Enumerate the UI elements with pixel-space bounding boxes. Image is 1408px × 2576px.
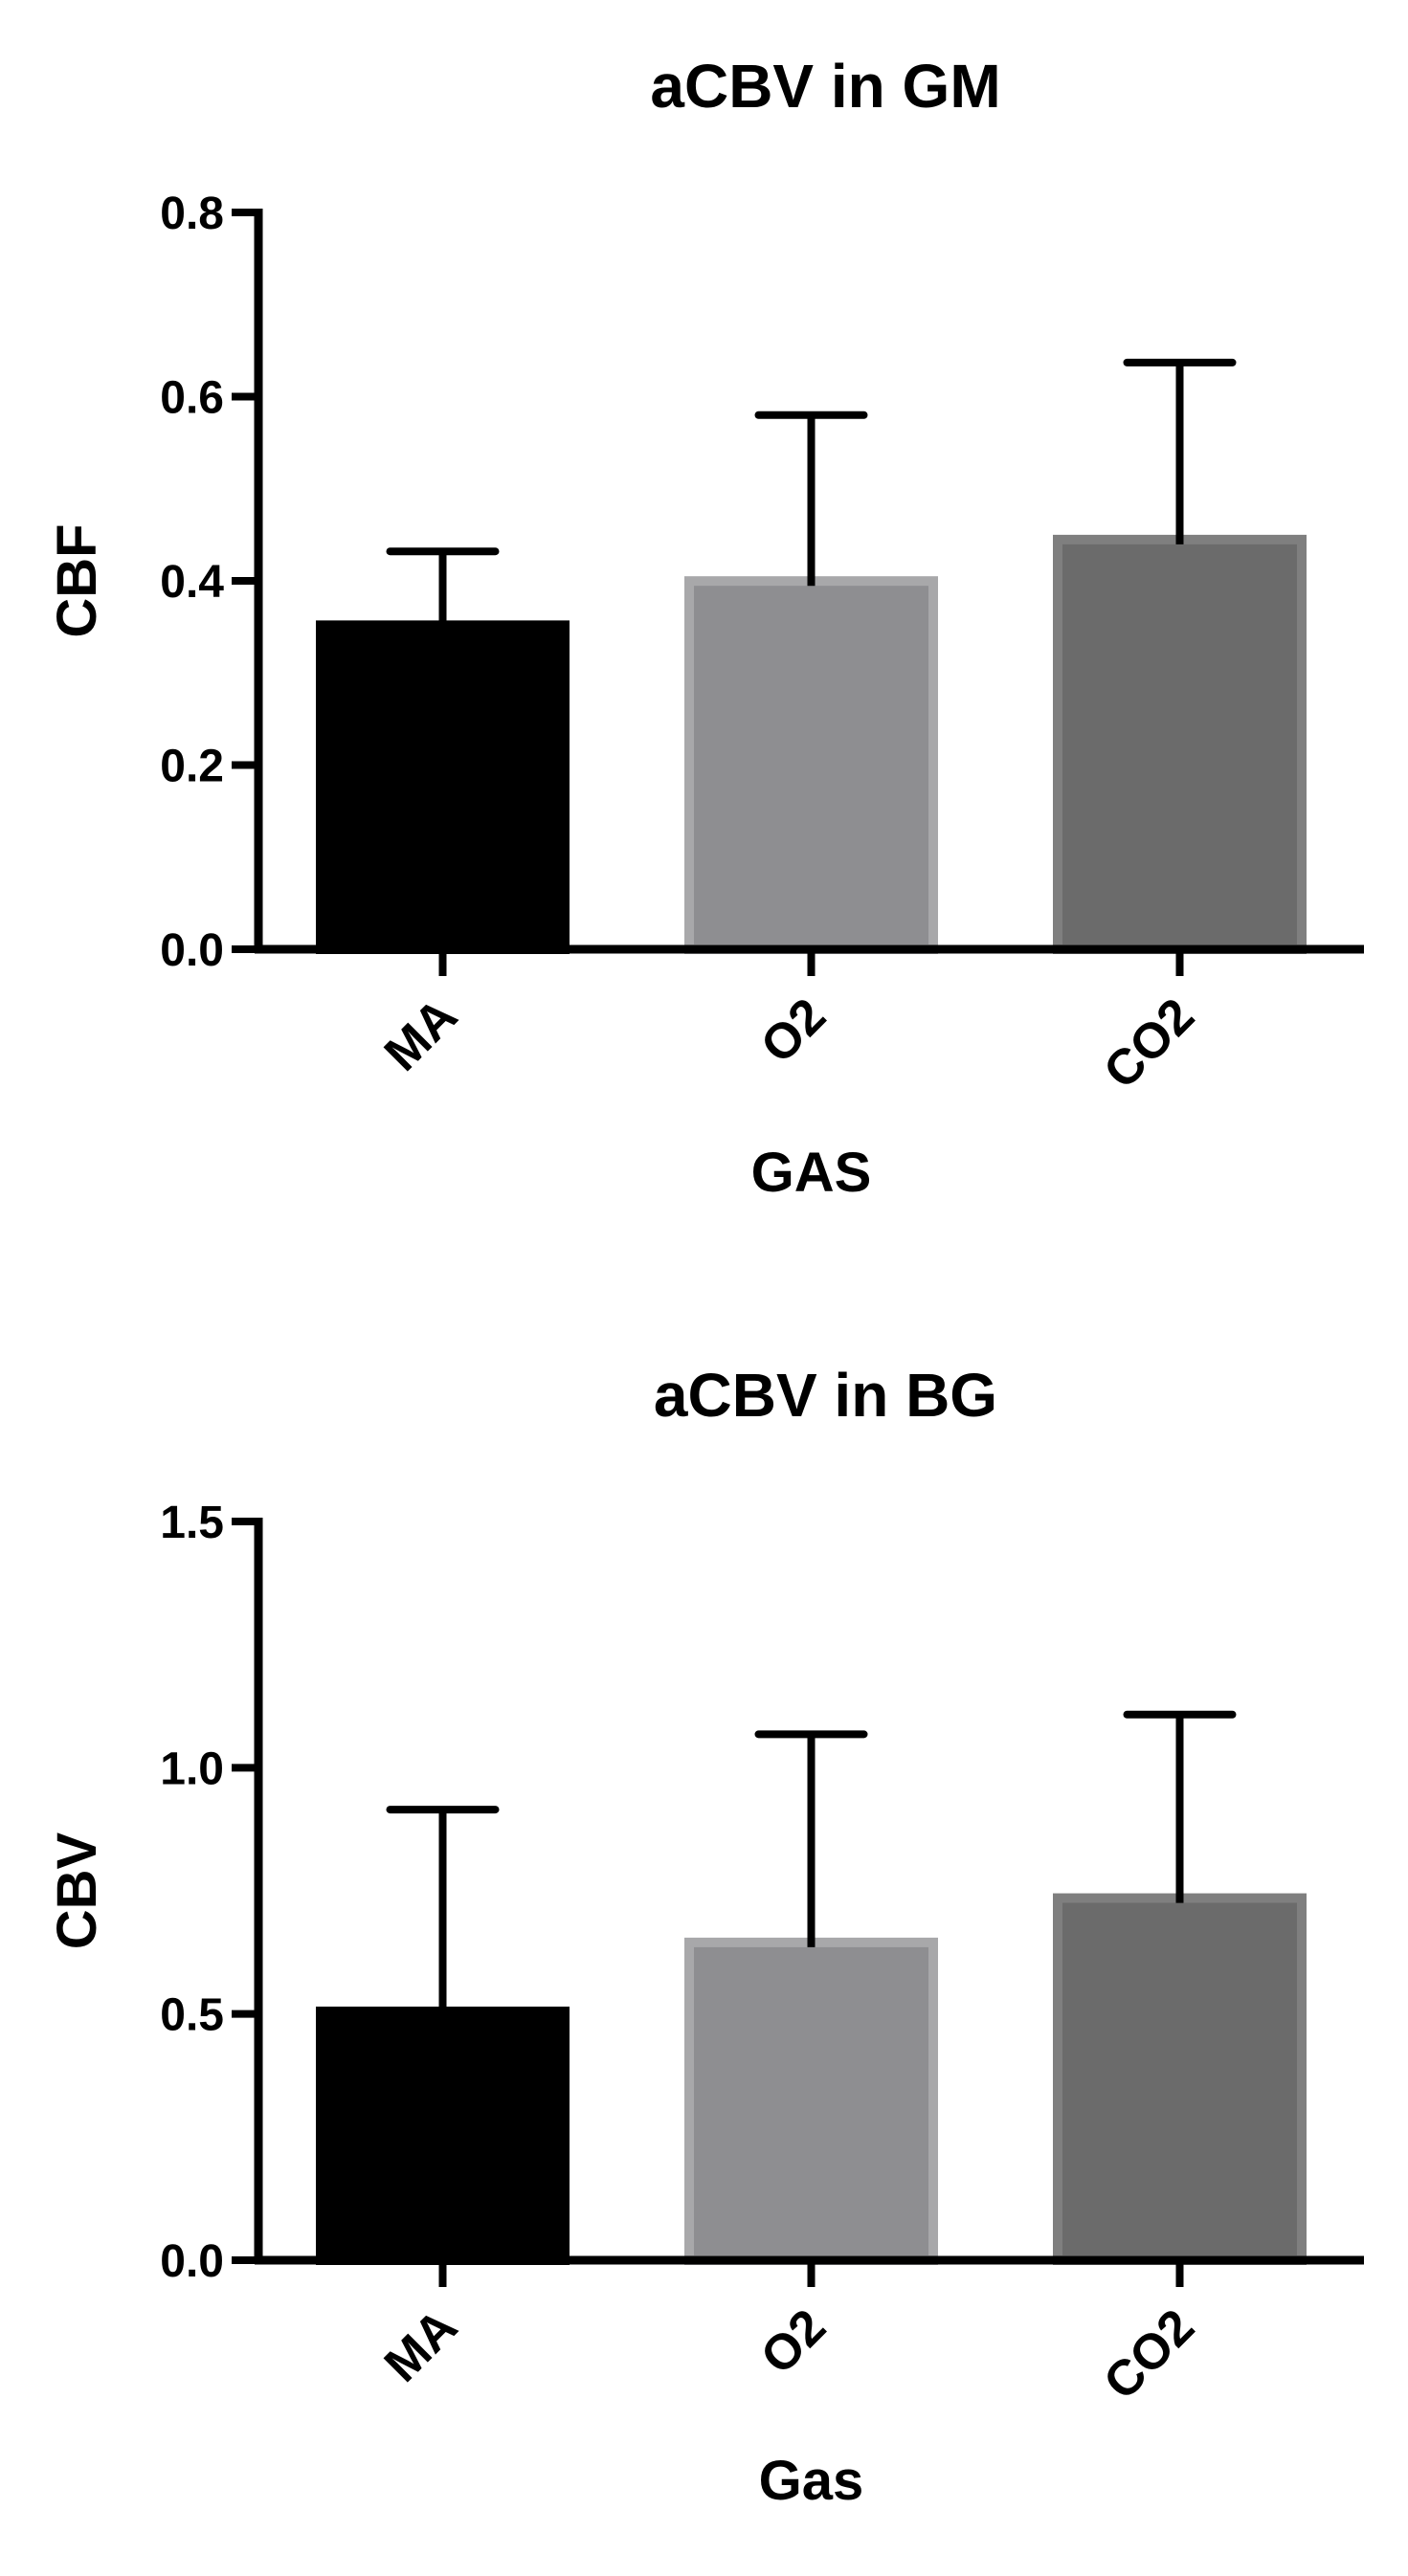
bar-ma [316,620,570,954]
y-tick-label: 0.0 [160,2236,224,2287]
bar-co2 [1053,534,1307,954]
y-axis-label: CBV [46,1832,108,1949]
bar-o2 [684,576,938,954]
bar-o2 [684,1937,938,2265]
y-tick-label: 0.4 [160,557,224,608]
x-category-label: MA [374,988,468,1081]
y-tick-label: 1.5 [160,1498,224,1548]
chart-1: aCBV in GM 0.0 0.2 0.4 0.6 0.8 MA O2 CO2 GAS CBF [46,52,1364,1204]
x-category-label: CO2 [1093,2298,1205,2410]
x-category-label: CO2 [1093,988,1205,1099]
y-tick-label: 0.5 [160,1990,224,2041]
x-category-label: O2 [750,2298,837,2385]
chart-title: aCBV in GM [650,52,1000,121]
y-tick-label: 0.2 [160,742,224,792]
bar-co2 [1053,1893,1307,2266]
y-tick-label: 0.6 [160,373,224,424]
x-category-label: O2 [750,988,837,1074]
chart-2: aCBV in BG 0.0 0.5 1.0 1.5 MA O2 CO2 Gas CBV [46,1361,1364,2512]
bar-ma [316,2006,570,2266]
x-category-label: MA [374,2298,468,2392]
x-axis-label: GAS [751,1142,872,1204]
y-axis-label: CBF [46,523,108,637]
x-axis-label: Gas [759,2450,864,2512]
y-tick-label: 0.0 [160,925,224,976]
y-tick-label: 1.0 [160,1743,224,1794]
y-tick-label: 0.8 [160,189,224,239]
chart-title: aCBV in BG [654,1361,997,1430]
